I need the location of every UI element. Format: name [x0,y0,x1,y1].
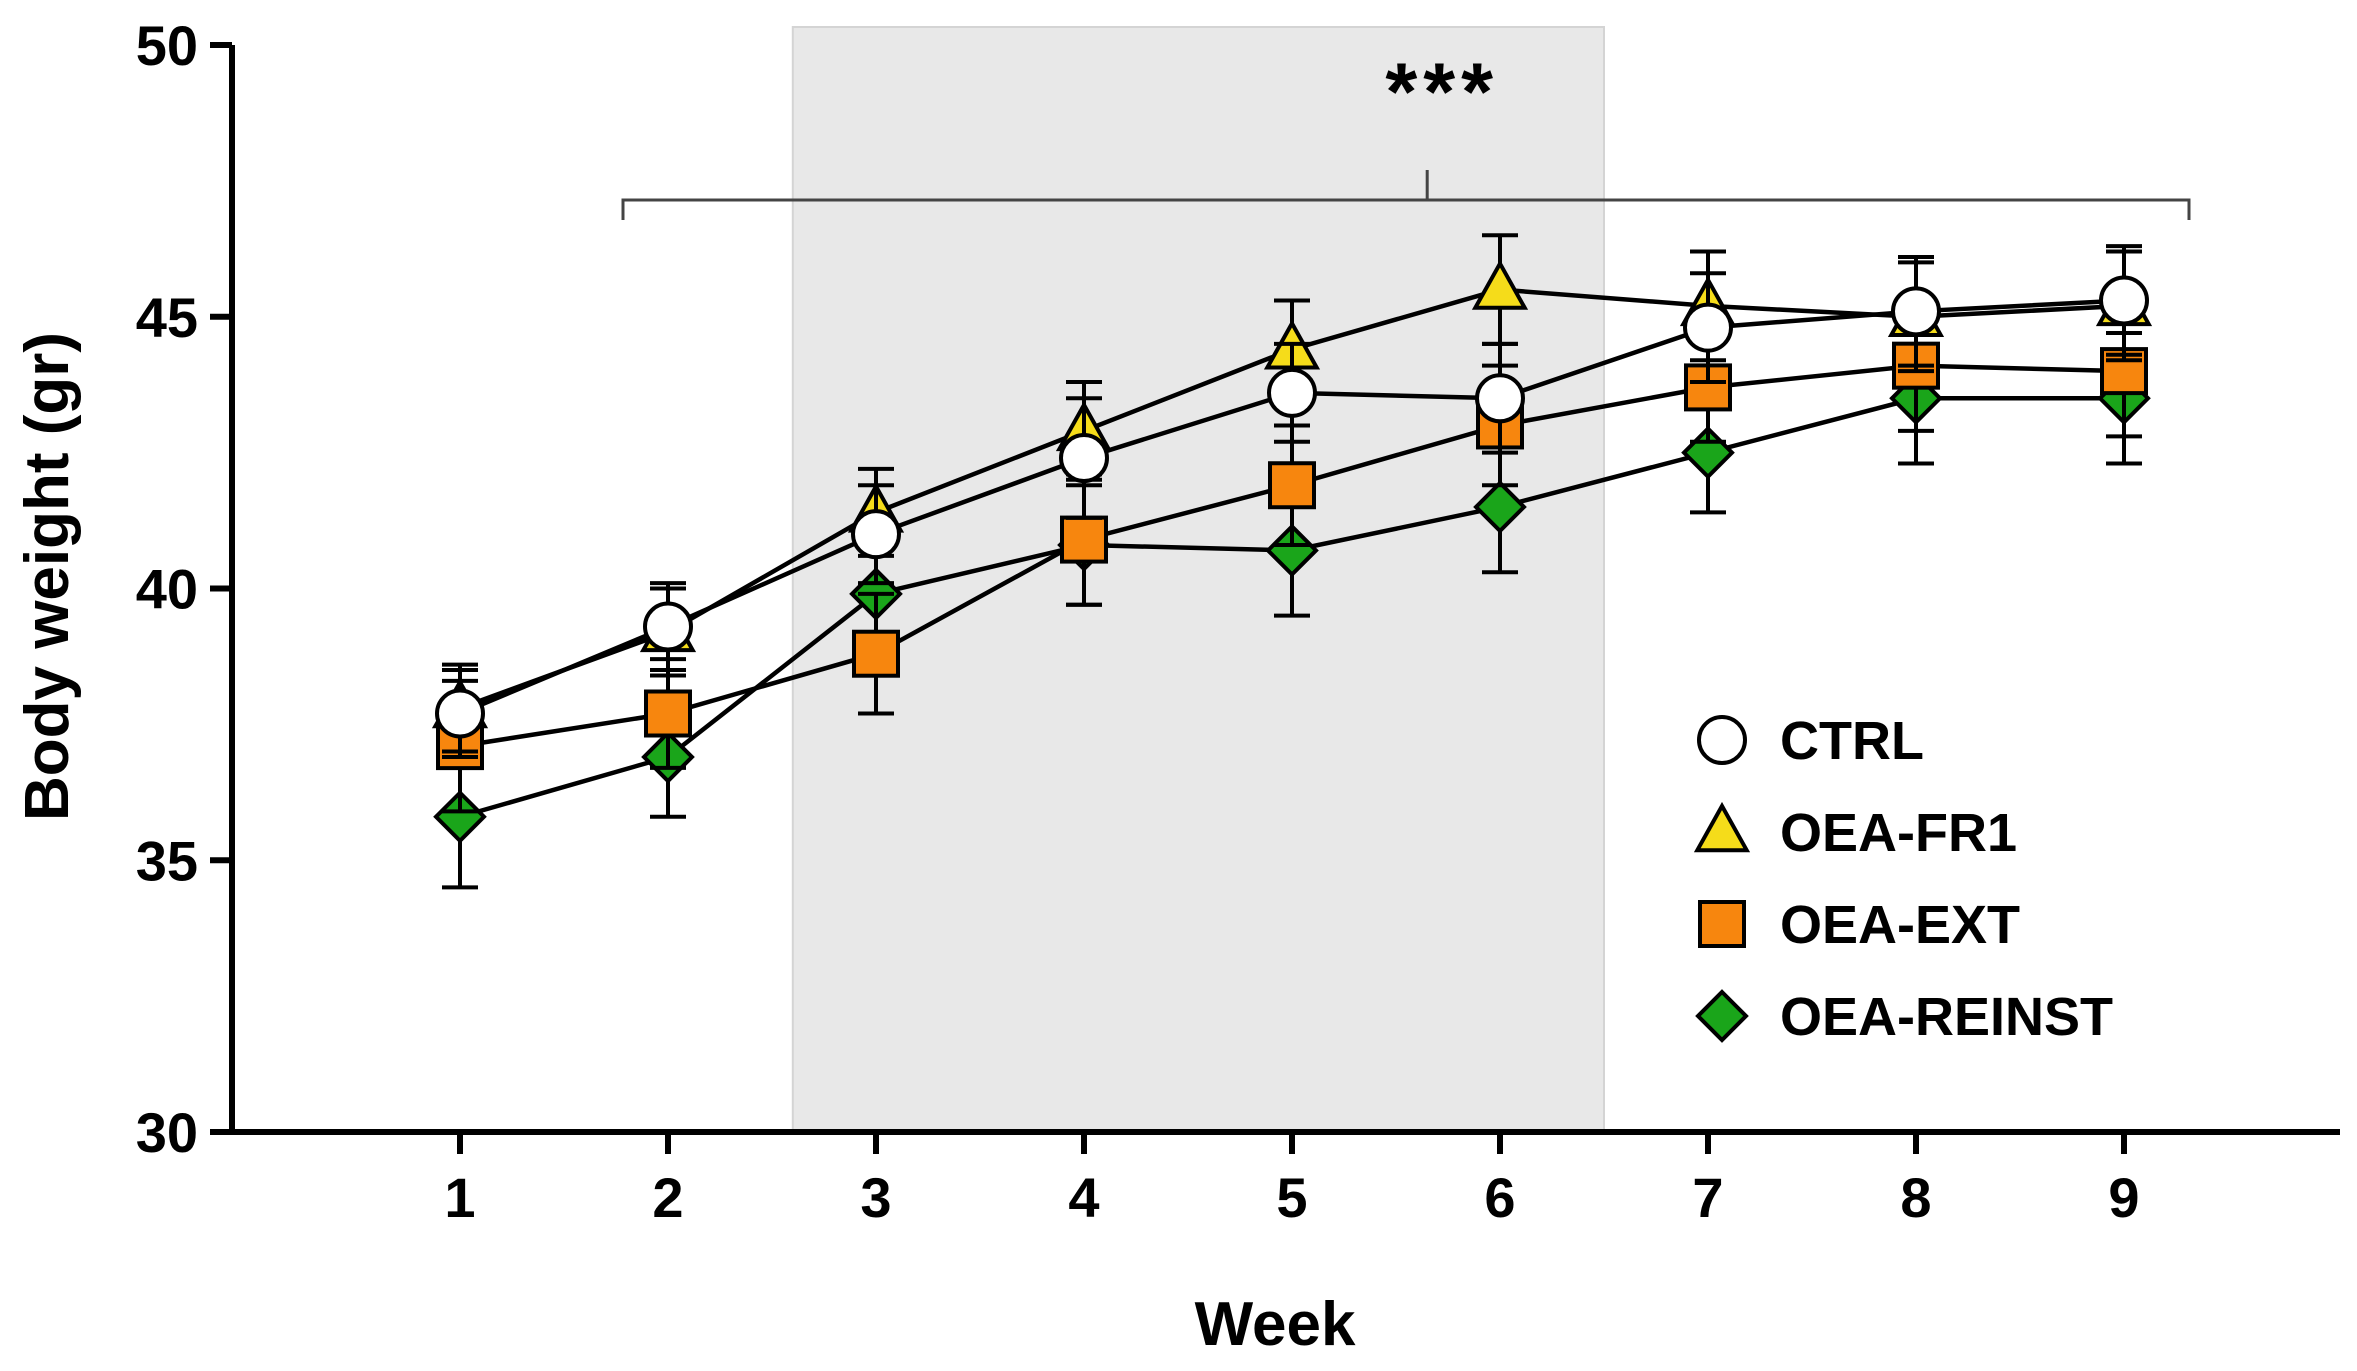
legend-marker-oea-fr1 [1693,801,1751,853]
point-ctrl [435,688,485,739]
treatment-shaded-region [791,26,1605,1133]
point-ctrl [1267,367,1317,418]
x-tick-label: 8 [1900,1166,1931,1229]
point-oea-ext [852,629,900,678]
point-oea-reinst [1265,523,1319,578]
significance-bracket [621,170,2191,220]
x-tick-label: 2 [652,1166,683,1229]
series-ctrl [435,244,2149,759]
significance-label: *** [1385,47,1499,138]
y-tick-label: 30 [136,1101,198,1164]
point-oea-fr1 [1471,259,1529,310]
legend-label-oea-reinst: OEA-REINST [1780,987,2113,1047]
legend-marker-ctrl [1697,715,1747,765]
point-oea-reinst [433,789,487,844]
legend-marker-oea-reinst [1695,989,1749,1043]
legend-item-oea-ext: OEA-EXT [1698,895,2020,955]
point-ctrl [1683,302,1733,353]
legend-marker-oea-ext [1698,900,1746,948]
legend: CTRL OEA-FR1 OEA-EXT OEA-REINST [1693,711,2113,1047]
x-tick-label: 1 [444,1166,475,1229]
point-ctrl [851,509,901,560]
x-axis-title: Week [1195,1290,1356,1359]
point-oea-reinst [1473,480,1527,534]
x-tick-label: 5 [1276,1166,1307,1229]
x-tick-label: 6 [1484,1166,1515,1229]
x-tick-label: 9 [2108,1166,2139,1229]
y-axis-title: Body weight (gr) [13,332,82,821]
point-oea-ext [644,689,692,738]
y-tick-label: 35 [136,829,198,892]
y-tick-label: 50 [136,14,198,77]
legend-label-ctrl: CTRL [1780,711,1924,771]
point-ctrl [1059,433,1109,484]
point-oea-ext [1268,461,1316,510]
point-oea-ext [1060,515,1108,564]
point-ctrl [2099,275,2149,326]
point-ctrl [1891,286,1941,337]
x-tick-label: 4 [1068,1166,1099,1229]
point-ctrl [1475,373,1525,424]
legend-item-ctrl: CTRL [1697,711,1924,771]
y-tick-label: 40 [136,558,198,621]
x-tick-label: 7 [1692,1166,1723,1229]
y-tick-label: 45 [136,286,198,349]
legend-item-oea-reinst: OEA-REINST [1695,987,2113,1047]
legend-label-oea-fr1: OEA-FR1 [1780,803,2017,863]
legend-item-oea-fr1: OEA-FR1 [1693,801,2017,863]
x-tick-label: 3 [860,1166,891,1229]
legend-label-oea-ext: OEA-EXT [1780,895,2020,955]
point-ctrl [643,601,693,652]
